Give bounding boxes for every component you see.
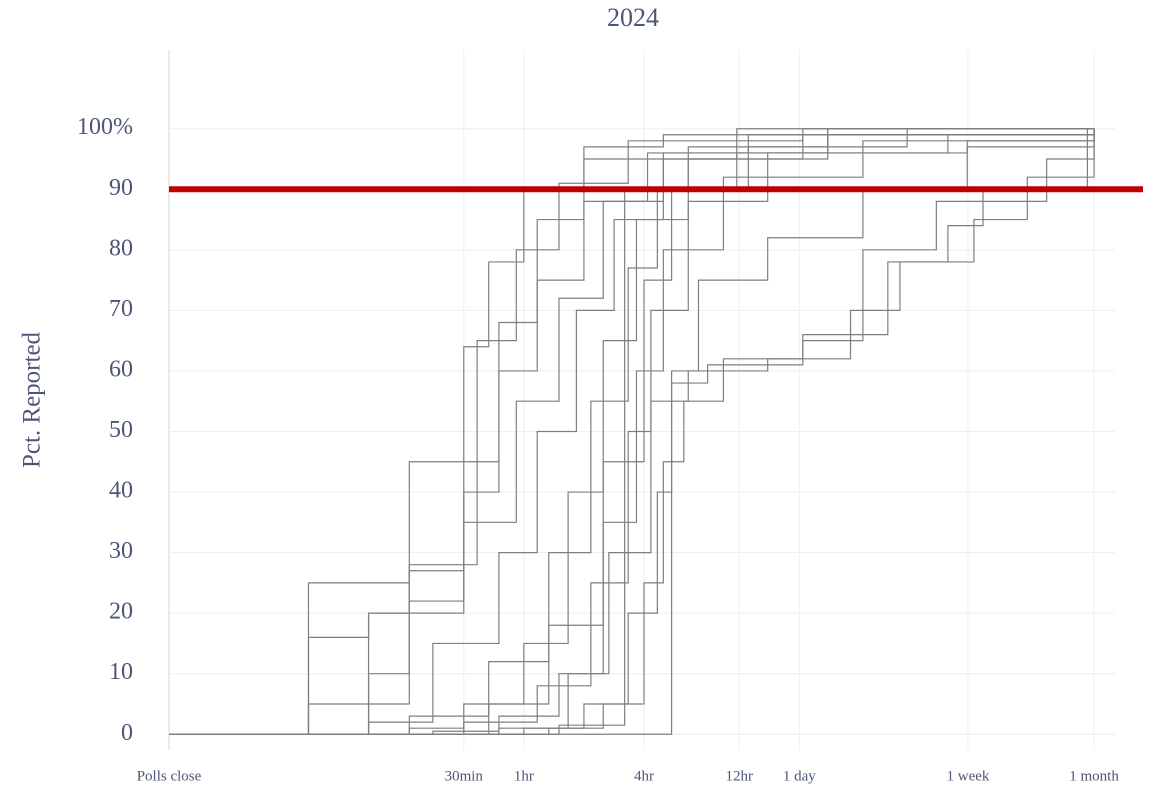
x-tick-label: 1 day xyxy=(783,768,816,784)
y-tick-label: 80 xyxy=(109,235,133,261)
y-axis-title: Pct. Reported xyxy=(19,331,46,468)
y-tick-label: 70 xyxy=(109,296,133,322)
step-line xyxy=(169,128,1095,735)
step-line xyxy=(169,128,1095,735)
x-tick-label: 30min xyxy=(445,768,484,784)
y-tick-label: 90 xyxy=(109,175,133,201)
y-tick-label: 20 xyxy=(109,599,133,625)
y-tick-label: 30 xyxy=(109,538,133,564)
y-tick-label: 10 xyxy=(109,659,133,685)
y-tick-label: 0 xyxy=(121,720,133,746)
x-tick-label: 4hr xyxy=(634,768,654,784)
chart-title: 2024 xyxy=(607,3,659,32)
x-tick-label: 1 month xyxy=(1069,768,1119,784)
y-tick-label: 50 xyxy=(109,417,133,443)
x-tick-label: Polls close xyxy=(137,768,202,784)
x-tick-label: 1 week xyxy=(946,768,989,784)
x-tick-label: 12hr xyxy=(725,768,753,784)
step-line xyxy=(169,128,1095,735)
step-line xyxy=(169,128,1095,735)
y-tick-label: 40 xyxy=(109,478,133,504)
step-line xyxy=(169,134,1095,735)
step-line xyxy=(169,128,1088,735)
y-tick-label: 100% xyxy=(77,114,133,140)
step-line xyxy=(169,128,1095,735)
x-tick-label: 1hr xyxy=(514,768,534,784)
y-tick-label: 60 xyxy=(109,356,133,382)
